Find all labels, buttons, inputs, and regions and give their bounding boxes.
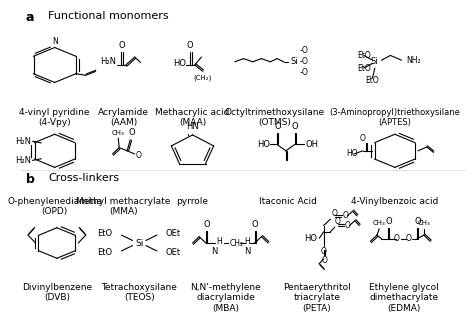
Text: EtO: EtO [357, 51, 371, 60]
Text: EtO: EtO [97, 248, 112, 257]
Text: Cross-linkers: Cross-linkers [48, 173, 119, 183]
Text: -O: -O [299, 46, 308, 55]
Text: Functional monomers: Functional monomers [48, 11, 169, 21]
Text: H₂N: H₂N [100, 57, 116, 66]
Text: H: H [244, 237, 250, 246]
Text: Octyltrimethoxysilane
(OTMS): Octyltrimethoxysilane (OTMS) [225, 108, 325, 127]
Text: O: O [360, 134, 366, 143]
Text: O: O [252, 220, 258, 229]
Text: O: O [405, 234, 411, 243]
Text: O: O [343, 212, 349, 221]
Text: O-phenylenediamine
(OPD): O-phenylenediamine (OPD) [7, 197, 102, 216]
Text: HO: HO [346, 149, 358, 158]
Text: N,N'-methylene
diacrylamide
(MBA): N,N'-methylene diacrylamide (MBA) [191, 283, 261, 313]
Text: OEt: OEt [166, 229, 181, 238]
Text: Tetrachoxysilane
(TEOS): Tetrachoxysilane (TEOS) [101, 283, 177, 302]
Text: HO: HO [257, 140, 270, 149]
Text: pyrrole: pyrrole [176, 197, 209, 206]
Text: N: N [52, 37, 57, 46]
Text: Divinylbenzene
(DVB): Divinylbenzene (DVB) [22, 283, 92, 302]
Text: Methacrylic acid
(MAA): Methacrylic acid (MAA) [155, 108, 230, 127]
Text: Si: Si [135, 239, 143, 248]
Text: O: O [187, 41, 193, 50]
Text: O: O [335, 217, 341, 226]
Text: 4-vinyl pyridine
(4-Vpy): 4-vinyl pyridine (4-Vpy) [19, 108, 90, 127]
Text: Ethylene glycol
dimethacrylate
(EDMA): Ethylene glycol dimethacrylate (EDMA) [369, 283, 438, 313]
Text: N: N [211, 247, 218, 256]
Text: O: O [345, 221, 351, 230]
Text: O: O [136, 151, 142, 160]
Text: (3-Aminopropyl)triethoxysilane
(APTES): (3-Aminopropyl)triethoxysilane (APTES) [329, 108, 460, 127]
Text: 4-Vinylbenzoic acid: 4-Vinylbenzoic acid [351, 197, 438, 206]
Text: H: H [216, 237, 222, 246]
Text: OEt: OEt [166, 248, 181, 257]
Text: CH₂: CH₂ [229, 239, 244, 248]
Text: O: O [274, 122, 281, 131]
Text: CH₃: CH₃ [112, 129, 125, 136]
Text: CH₃: CH₃ [373, 220, 386, 226]
Text: O: O [331, 209, 337, 218]
Text: EtO: EtO [366, 76, 380, 85]
Text: H₂N: H₂N [16, 137, 32, 146]
Text: EtO: EtO [97, 229, 112, 238]
Text: H₂N: H₂N [16, 156, 32, 165]
Text: N: N [244, 247, 250, 256]
Text: Itaconic Acid: Itaconic Acid [259, 197, 317, 206]
Text: a: a [26, 11, 34, 24]
Text: Methyl methacrylate
(MMA): Methyl methacrylate (MMA) [76, 197, 171, 216]
Text: -O: -O [299, 57, 308, 66]
Text: Pentaerythritol
triacrylate
(PETA): Pentaerythritol triacrylate (PETA) [283, 283, 351, 313]
Text: O: O [203, 220, 210, 229]
Text: Si: Si [371, 57, 379, 66]
Text: O: O [128, 128, 135, 137]
Text: O: O [394, 234, 400, 243]
Text: NH₂: NH₂ [406, 56, 420, 65]
Text: HO: HO [173, 59, 186, 68]
Text: O: O [321, 247, 327, 256]
Text: O: O [414, 217, 421, 226]
Text: OH: OH [306, 140, 319, 149]
Text: EtO: EtO [357, 64, 371, 73]
Text: b: b [26, 173, 35, 186]
Text: O: O [386, 217, 392, 226]
Text: O: O [321, 256, 327, 265]
Text: Si: Si [291, 57, 298, 66]
Text: (CH₂): (CH₂) [193, 74, 212, 81]
Text: HN: HN [186, 122, 199, 131]
Text: Acrylamide
(AAM): Acrylamide (AAM) [98, 108, 149, 127]
Text: O: O [292, 122, 299, 131]
Text: -O: -O [299, 68, 308, 77]
Text: CH₃: CH₃ [417, 220, 430, 226]
Text: O: O [118, 41, 125, 50]
Text: HO: HO [304, 234, 317, 243]
